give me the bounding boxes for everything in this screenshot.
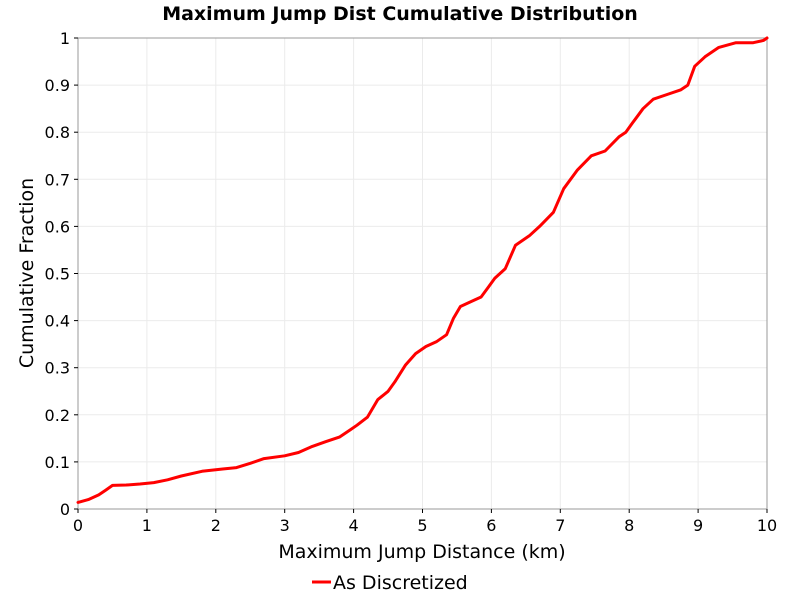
y-tick-label: 0.3: [45, 359, 70, 378]
x-tick-label: 2: [211, 516, 221, 535]
series-line-as-discretized: [76, 36, 769, 504]
y-tick-label: 0.2: [45, 406, 70, 425]
y-axis-label: Cumulative Fraction: [16, 178, 38, 368]
x-tick-label: 5: [417, 516, 427, 535]
x-tick-label: 3: [280, 516, 290, 535]
x-tick-label: 9: [693, 516, 703, 535]
y-tick-label: 0.8: [45, 123, 70, 142]
x-tick-label: 0: [73, 516, 83, 535]
y-tick-label: 0.1: [45, 453, 70, 472]
y-tick-label: 0.5: [45, 265, 70, 284]
series-layer: [76, 36, 769, 504]
y-tick-label: 1: [60, 29, 70, 48]
y-tick-label: 0: [60, 500, 70, 519]
x-tick-label: 7: [555, 516, 565, 535]
x-tick-label: 6: [486, 516, 496, 535]
y-tick-label: 0.4: [45, 312, 70, 331]
x-tick-label: 1: [142, 516, 152, 535]
y-axis: 0 0.1 0.2 0.3 0.4 0.5 0.6 0.7 0.8 0.9 1: [45, 29, 78, 519]
legend: As Discretized: [312, 572, 468, 594]
x-tick-label: 4: [349, 516, 359, 535]
x-tick-label: 8: [624, 516, 634, 535]
y-tick-label: 0.6: [45, 217, 70, 236]
x-tick-label: 10: [757, 516, 777, 535]
grid: [77, 37, 768, 510]
y-tick-label: 0.7: [45, 170, 70, 189]
chart-title: Maximum Jump Dist Cumulative Distributio…: [162, 3, 638, 25]
y-tick-label: 0.9: [45, 76, 70, 95]
x-axis-label: Maximum Jump Distance (km): [278, 541, 565, 563]
x-axis: 0 1 2 3 4 5 6 7 8 9 10: [73, 509, 777, 535]
legend-label: As Discretized: [333, 572, 468, 594]
